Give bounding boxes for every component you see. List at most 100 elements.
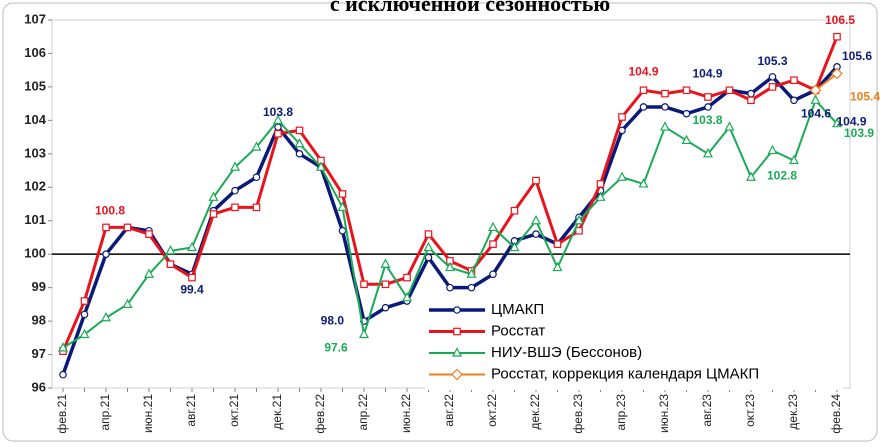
marker	[337, 201, 348, 211]
data-label: 99.4	[180, 282, 204, 296]
marker	[231, 203, 239, 212]
marker	[295, 150, 304, 158]
y-tick-label: 104	[24, 112, 46, 127]
marker	[832, 117, 842, 128]
marker	[660, 121, 670, 131]
data-label: 97.6	[324, 341, 348, 355]
marker	[552, 261, 563, 272]
legend-label: Росстат, коррекция календаря ЦМАКП	[491, 365, 759, 382]
chart-title: с исключенной сезонностью	[330, 0, 610, 16]
marker	[466, 268, 477, 278]
x-tick-label: авг.23	[700, 394, 714, 427]
marker	[359, 328, 369, 339]
marker	[725, 86, 734, 95]
marker	[316, 161, 326, 171]
marker	[208, 191, 219, 201]
marker	[790, 76, 798, 85]
marker	[80, 297, 89, 305]
marker	[295, 126, 304, 135]
x-tick-label: фев.22	[313, 394, 327, 434]
marker	[704, 93, 712, 101]
marker	[338, 190, 347, 198]
marker	[531, 214, 541, 225]
data-label: 104.9	[628, 64, 658, 78]
marker	[252, 203, 261, 212]
marker	[509, 241, 520, 252]
marker	[488, 221, 498, 232]
y-tick-label: 106	[24, 45, 46, 60]
marker	[274, 123, 282, 131]
marker	[810, 94, 821, 104]
marker	[747, 89, 755, 98]
y-tick-label: 102	[24, 179, 46, 194]
legend-box	[425, 298, 843, 390]
data-label: 106.5	[825, 13, 855, 27]
x-tick-label: дек.23	[786, 394, 800, 430]
legend-marker	[453, 306, 461, 314]
data-label: 104.9	[836, 114, 866, 128]
marker	[617, 171, 627, 181]
marker	[102, 223, 110, 232]
data-label: 98.0	[321, 313, 345, 327]
marker	[338, 226, 347, 235]
data-label: 103.8	[263, 105, 293, 119]
x-tick-label: июн.23	[657, 394, 671, 433]
marker	[230, 161, 240, 171]
y-tick-label: 96	[32, 379, 46, 394]
legend-label: НИУ-ВШЭ (Бессонов)	[491, 344, 642, 361]
data-label: 105.6	[842, 49, 872, 63]
marker	[489, 240, 497, 248]
marker	[101, 311, 111, 322]
marker	[424, 230, 433, 238]
series-line	[814, 72, 838, 92]
marker	[639, 103, 648, 111]
data-label: 103.8	[692, 113, 722, 127]
y-tick-label: 101	[24, 212, 46, 227]
marker	[767, 144, 778, 155]
y-tick-label: 107	[24, 11, 46, 26]
marker	[58, 342, 68, 352]
marker	[831, 67, 843, 80]
marker	[402, 291, 412, 302]
marker	[661, 89, 669, 98]
y-tick-label: 97	[32, 346, 46, 361]
legend-label: Росстат	[491, 322, 545, 339]
marker	[209, 210, 218, 218]
marker	[638, 178, 649, 188]
marker	[251, 141, 262, 151]
marker	[532, 176, 540, 185]
marker	[704, 103, 712, 111]
marker	[575, 226, 583, 235]
marker	[231, 186, 239, 195]
marker	[123, 223, 132, 232]
marker	[809, 84, 822, 97]
marker	[553, 240, 562, 248]
marker	[595, 191, 606, 201]
marker	[467, 283, 476, 292]
marker	[681, 134, 692, 145]
marker	[445, 261, 455, 272]
marker	[294, 138, 305, 148]
y-tick-label: 99	[32, 279, 46, 294]
marker	[682, 109, 691, 118]
x-tick-label: июн.21	[141, 394, 155, 433]
x-tick-label: фев.24	[829, 394, 843, 434]
marker	[510, 206, 519, 215]
y-tick-label: 100	[24, 246, 46, 261]
marker	[746, 171, 756, 181]
x-tick-label: фев.23	[571, 394, 585, 434]
marker	[768, 83, 777, 91]
x-tick-label: дек.22	[528, 394, 542, 430]
marker	[79, 328, 90, 339]
marker	[833, 32, 841, 41]
data-label: 103.9	[844, 126, 874, 140]
x-tick-label: авг.21	[184, 394, 198, 427]
marker	[381, 303, 390, 312]
legend-marker	[451, 368, 463, 381]
marker	[165, 245, 176, 255]
marker	[122, 298, 133, 308]
marker	[360, 280, 368, 289]
marker	[790, 96, 798, 105]
x-tick-label: окт.23	[743, 394, 757, 427]
